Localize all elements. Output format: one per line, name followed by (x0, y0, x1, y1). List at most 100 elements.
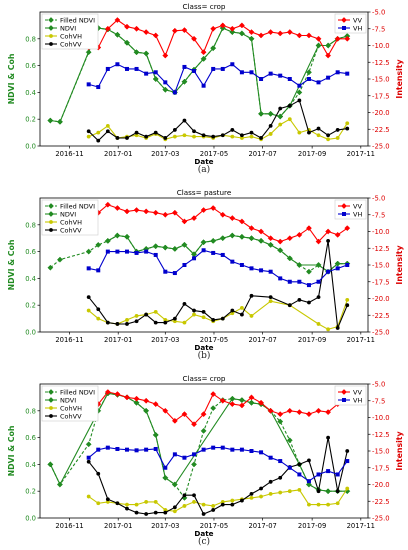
data-point (278, 459, 283, 464)
data-point (258, 399, 265, 406)
chart-panel-3: Class= crop 0.0 0.2 0.4 0.6 0.8 -5.0 -7.5 -10.0 -… (7, 374, 404, 538)
data-point (171, 245, 178, 252)
data-point (153, 70, 158, 75)
legend-marker (341, 203, 347, 209)
data-point (105, 249, 110, 254)
data-point (297, 472, 302, 477)
data-point (268, 71, 273, 76)
series-line (88, 204, 348, 243)
data-point (229, 25, 236, 32)
series-vh (86, 445, 350, 484)
data-point (267, 407, 274, 414)
data-point (163, 465, 168, 470)
right-tick-label: -17.5 (372, 464, 390, 472)
x-tick-label: 2017-11 (347, 522, 375, 530)
legend-label: Filled NDVI (60, 202, 95, 210)
data-point (287, 103, 292, 108)
data-point (192, 500, 196, 504)
data-point (306, 77, 311, 81)
data-point (315, 262, 322, 268)
data-point (268, 299, 273, 304)
data-point (56, 256, 63, 263)
data-point (306, 479, 311, 484)
data-point (200, 49, 207, 56)
left-tick-label: 0.8 (25, 35, 36, 43)
data-point (305, 32, 312, 39)
data-point (335, 489, 340, 494)
data-point (211, 318, 216, 322)
legend-label: VV (353, 202, 362, 210)
data-point (210, 25, 217, 32)
data-point (220, 500, 225, 504)
left-tick-label: 0.8 (25, 407, 36, 415)
x-tick-label: 2017-01 (104, 522, 132, 530)
data-point (326, 502, 330, 507)
data-point (259, 136, 263, 140)
data-point (259, 77, 264, 81)
data-point (96, 85, 101, 90)
data-point (297, 279, 302, 284)
data-point (114, 205, 121, 212)
right-tick-label: -15.0 (372, 262, 390, 270)
data-point (345, 297, 350, 302)
data-point (249, 314, 254, 318)
data-point (192, 68, 197, 73)
x-tick-label: 2017-01 (104, 150, 132, 158)
series-vh (86, 248, 350, 288)
data-point (267, 29, 274, 36)
data-point (230, 128, 235, 132)
legend-label: VV (353, 16, 362, 24)
data-point (249, 496, 254, 500)
data-point (124, 447, 129, 452)
legend-marker (48, 389, 54, 395)
data-point (144, 512, 149, 516)
chart-panel-2: Class= pasture 0.0 0.2 0.4 0.6 0.8 -5.0 -7.5 -10… (7, 188, 404, 352)
data-point (344, 225, 351, 232)
data-point (325, 488, 332, 495)
data-point (230, 311, 235, 316)
data-point (297, 297, 302, 302)
legend-label: CohVH (60, 32, 82, 40)
data-point (86, 459, 91, 464)
data-point (104, 201, 111, 208)
data-point (248, 225, 255, 232)
legend-marker (341, 389, 347, 395)
right-tick-label: -12.5 (372, 431, 390, 439)
legend-marker (48, 211, 54, 217)
data-point (249, 449, 254, 453)
data-point (325, 42, 332, 49)
data-point (125, 322, 129, 326)
data-point (105, 129, 110, 134)
left-tick-label: 0.4 (25, 89, 36, 97)
data-point (286, 407, 293, 414)
data-point (182, 504, 187, 508)
data-point (134, 502, 139, 507)
data-point (163, 136, 168, 140)
legend-label: VH (353, 210, 362, 218)
data-point (326, 469, 331, 474)
panel-label-b: (b) (197, 351, 211, 361)
series-line (88, 391, 348, 425)
data-point (267, 241, 274, 248)
right-tick-label: -10.0 (372, 42, 390, 50)
data-point (345, 449, 350, 453)
data-point (220, 316, 225, 321)
data-point (344, 35, 351, 42)
data-point (182, 301, 187, 306)
data-point (86, 295, 91, 300)
data-point (47, 461, 54, 468)
data-point (105, 445, 110, 450)
data-point (296, 89, 303, 96)
x-tick-label: 2017-01 (104, 336, 132, 344)
legend-label: VH (353, 396, 362, 404)
data-point (278, 276, 283, 281)
legend-label: Filled NDVI (60, 388, 95, 396)
data-point (192, 312, 196, 317)
data-point (219, 235, 226, 242)
data-point (315, 238, 322, 245)
data-point (229, 232, 236, 239)
